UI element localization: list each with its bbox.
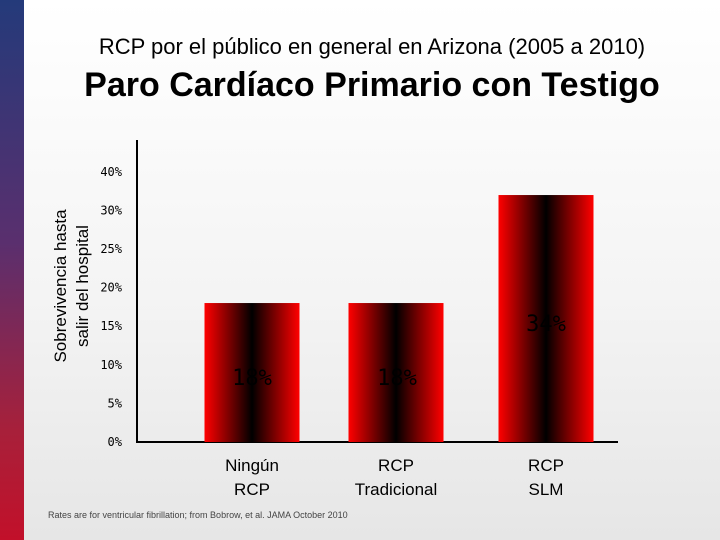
- bar: [348, 303, 444, 442]
- left-accent-band: [0, 0, 24, 540]
- footnote: Rates are for ventricular fibrillation; …: [48, 510, 348, 520]
- x-category-label: Ningún: [225, 456, 279, 475]
- bar: [204, 303, 300, 442]
- x-category-label: SLM: [529, 480, 564, 499]
- y-tick-label: 20%: [100, 281, 122, 295]
- x-category-label: Tradicional: [355, 480, 438, 499]
- chart-subtitle: RCP por el público en general en Arizona…: [98, 34, 646, 59]
- y-tick-label: 5%: [108, 396, 123, 410]
- y-tick-label: 25%: [100, 242, 122, 256]
- data-label: 18%: [232, 366, 272, 391]
- x-category-label: RCP: [378, 456, 414, 475]
- y-tick-label: 15%: [100, 319, 122, 333]
- y-tick-label: 0%: [108, 435, 123, 449]
- chart-title: Paro Cardíaco Primario con Testigo: [84, 66, 660, 104]
- y-tick-label: 30%: [100, 203, 122, 217]
- x-category-label: RCP: [528, 456, 564, 475]
- bar: [498, 195, 594, 442]
- y-tick-label: 40%: [100, 165, 122, 179]
- data-label: 18%: [377, 366, 417, 391]
- y-tick-label: 10%: [100, 358, 122, 372]
- data-label: 34%: [526, 312, 566, 337]
- x-category-label: RCP: [234, 480, 270, 499]
